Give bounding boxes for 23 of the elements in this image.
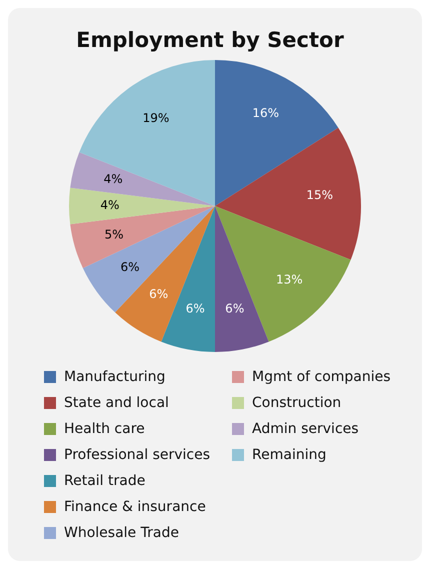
data-label: 6% bbox=[186, 301, 205, 316]
legend-label: Retail trade bbox=[64, 473, 146, 489]
data-label: 15% bbox=[306, 188, 333, 202]
data-label: 6% bbox=[120, 260, 140, 274]
legend-label: Manufacturing bbox=[64, 369, 166, 385]
legend-label: State and local bbox=[64, 395, 169, 411]
legend-label: Finance & insurance bbox=[64, 499, 206, 515]
legend-label: Mgmt of companies bbox=[252, 369, 391, 385]
legend-label: Remaining bbox=[252, 447, 326, 463]
legend-label: Construction bbox=[252, 395, 342, 411]
data-label: 6% bbox=[149, 286, 168, 301]
data-label: 13% bbox=[276, 272, 303, 286]
data-label: 4% bbox=[104, 172, 123, 186]
legend-label: Wholesale Trade bbox=[64, 525, 179, 541]
chart-title: Employment by Sector bbox=[75, 28, 345, 52]
data-label: 16% bbox=[252, 106, 279, 120]
legend-label: Admin services bbox=[252, 421, 359, 437]
data-label: 5% bbox=[104, 227, 124, 242]
legend-label: Health care bbox=[64, 421, 145, 437]
data-label: 4% bbox=[100, 198, 120, 212]
legend-label: Professional services bbox=[64, 447, 210, 463]
data-label: 19% bbox=[142, 111, 170, 126]
data-label: 6% bbox=[225, 301, 244, 316]
